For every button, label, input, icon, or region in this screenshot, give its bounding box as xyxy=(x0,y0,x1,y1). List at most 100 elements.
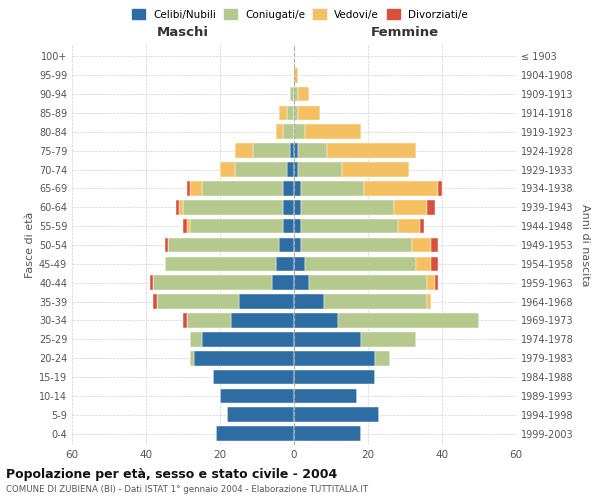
Bar xyxy=(187,313,231,328)
Bar xyxy=(364,181,438,196)
Bar xyxy=(235,144,253,158)
Bar xyxy=(427,294,431,309)
Bar xyxy=(361,332,416,346)
Bar xyxy=(298,86,309,102)
Bar xyxy=(154,276,272,290)
Bar xyxy=(294,276,309,290)
Bar xyxy=(294,144,298,158)
Bar xyxy=(301,238,412,252)
Bar xyxy=(412,238,431,252)
Bar xyxy=(294,426,361,441)
Bar xyxy=(305,124,361,139)
Bar xyxy=(294,238,301,252)
Bar xyxy=(294,370,376,384)
Bar xyxy=(298,106,320,120)
Bar xyxy=(283,181,294,196)
Text: Popolazione per età, sesso e stato civile - 2004: Popolazione per età, sesso e stato civil… xyxy=(6,468,337,481)
Bar xyxy=(394,200,427,214)
Bar xyxy=(294,332,361,346)
Bar xyxy=(294,106,298,120)
Bar xyxy=(376,351,390,366)
Bar xyxy=(283,124,294,139)
Bar xyxy=(398,219,420,234)
Bar xyxy=(301,200,394,214)
Bar xyxy=(427,200,434,214)
Bar xyxy=(431,256,438,271)
Bar xyxy=(290,86,294,102)
Bar xyxy=(427,276,434,290)
Bar xyxy=(294,86,298,102)
Bar xyxy=(279,106,287,120)
Bar xyxy=(294,408,379,422)
Bar xyxy=(272,276,294,290)
Text: Femmine: Femmine xyxy=(371,26,439,40)
Bar xyxy=(190,332,202,346)
Bar xyxy=(309,276,427,290)
Bar xyxy=(287,106,294,120)
Bar xyxy=(183,313,187,328)
Bar xyxy=(187,219,190,234)
Bar xyxy=(431,238,438,252)
Bar xyxy=(275,256,294,271)
Bar xyxy=(194,351,294,366)
Bar xyxy=(338,313,479,328)
Bar xyxy=(416,256,431,271)
Bar xyxy=(157,294,239,309)
Bar xyxy=(294,162,298,177)
Bar xyxy=(220,388,294,404)
Bar xyxy=(154,294,157,309)
Bar xyxy=(187,181,190,196)
Bar xyxy=(179,200,183,214)
Bar xyxy=(239,294,294,309)
Bar xyxy=(323,294,427,309)
Bar xyxy=(294,219,301,234)
Bar xyxy=(279,238,294,252)
Bar xyxy=(328,144,416,158)
Bar xyxy=(220,162,235,177)
Legend: Celibi/Nubili, Coniugati/e, Vedovi/e, Divorziati/e: Celibi/Nubili, Coniugati/e, Vedovi/e, Di… xyxy=(128,5,472,24)
Bar xyxy=(294,313,338,328)
Bar xyxy=(164,238,168,252)
Bar xyxy=(290,144,294,158)
Text: Maschi: Maschi xyxy=(157,26,209,40)
Bar xyxy=(212,370,294,384)
Bar xyxy=(287,162,294,177)
Bar xyxy=(294,294,323,309)
Bar xyxy=(438,181,442,196)
Bar xyxy=(235,162,287,177)
Bar xyxy=(298,162,342,177)
Bar xyxy=(190,351,194,366)
Bar xyxy=(342,162,409,177)
Bar xyxy=(150,276,154,290)
Bar xyxy=(253,144,290,158)
Bar xyxy=(183,219,187,234)
Bar xyxy=(202,332,294,346)
Text: COMUNE DI ZUBIENA (BI) - Dati ISTAT 1° gennaio 2004 - Elaborazione TUTTITALIA.IT: COMUNE DI ZUBIENA (BI) - Dati ISTAT 1° g… xyxy=(6,484,368,494)
Y-axis label: Fasce di età: Fasce di età xyxy=(25,212,35,278)
Bar xyxy=(305,256,416,271)
Bar xyxy=(298,144,328,158)
Bar xyxy=(190,181,202,196)
Y-axis label: Anni di nascita: Anni di nascita xyxy=(580,204,590,286)
Bar xyxy=(183,200,283,214)
Bar xyxy=(294,124,305,139)
Bar xyxy=(294,200,301,214)
Bar xyxy=(294,388,357,404)
Bar xyxy=(231,313,294,328)
Bar xyxy=(176,200,179,214)
Bar xyxy=(283,200,294,214)
Bar xyxy=(283,219,294,234)
Bar xyxy=(190,219,283,234)
Bar xyxy=(294,68,298,82)
Bar xyxy=(420,219,424,234)
Bar xyxy=(434,276,438,290)
Bar xyxy=(301,219,398,234)
Bar xyxy=(202,181,283,196)
Bar xyxy=(294,351,376,366)
Bar xyxy=(227,408,294,422)
Bar xyxy=(217,426,294,441)
Bar xyxy=(301,181,364,196)
Bar xyxy=(275,124,283,139)
Bar xyxy=(168,238,279,252)
Bar xyxy=(294,256,305,271)
